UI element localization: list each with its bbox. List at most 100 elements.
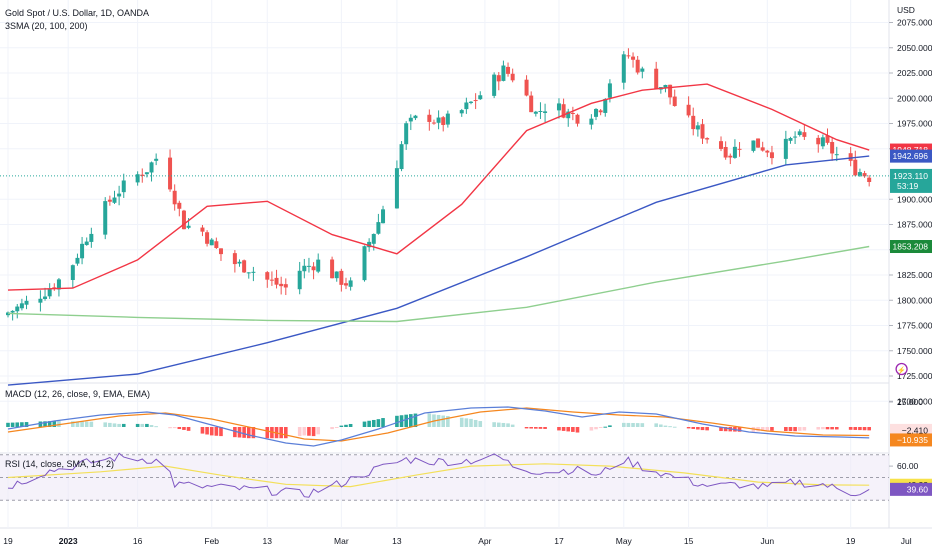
macd-histogram-bar [543, 427, 547, 429]
time-tick-label: 17 [554, 536, 564, 546]
candle-body [607, 83, 612, 98]
macd-histogram-bar [108, 422, 112, 427]
macd-histogram-bar [663, 425, 668, 427]
candle-body [103, 201, 108, 235]
macd-histogram-bar [469, 418, 473, 427]
candle-body [89, 233, 94, 242]
macd-histogram-badge: −2.410 [902, 425, 929, 435]
candle-body [112, 197, 117, 203]
candle-body [705, 138, 710, 140]
candle-body [723, 146, 728, 158]
sma-line-3 [7, 245, 870, 323]
macd-histogram-bar [561, 427, 566, 431]
candle-body [533, 111, 538, 114]
candle-body [38, 298, 43, 303]
candle-body [575, 114, 580, 124]
macd-histogram-bar [6, 422, 10, 427]
candle-body [246, 272, 251, 274]
macd-histogram-bar [168, 427, 172, 429]
price-tick-label: 1750.000 [897, 346, 932, 356]
macd-histogram-bar [140, 423, 145, 427]
macd-histogram-bar [251, 427, 256, 439]
candle-body [283, 284, 288, 288]
time-tick-label: 13 [392, 536, 402, 546]
candle-body [635, 59, 640, 73]
candle-body [339, 270, 344, 285]
candle-body [857, 172, 862, 176]
candle-body [311, 266, 316, 271]
macd-histogram-bar [38, 421, 43, 427]
candle-body [172, 190, 177, 205]
sma100-badge: 1942.696 [893, 151, 929, 161]
macd-histogram-bar [200, 427, 205, 434]
candle-body [297, 270, 302, 290]
macd-histogram-bar [112, 423, 117, 427]
candle-body [496, 75, 501, 82]
candle-body [501, 65, 506, 81]
macd-histogram-bar [362, 421, 367, 427]
candle-body [556, 103, 561, 111]
macd-histogram-bar [765, 427, 770, 431]
rsi-line [7, 452, 870, 498]
macd-histogram-bar [57, 421, 61, 427]
price-tick-label: 1725.000 [897, 371, 932, 381]
macd-histogram-bar [834, 427, 839, 430]
macd-histogram-bar [316, 427, 321, 435]
macd-histogram-bar [219, 427, 223, 437]
macd-histogram-bar [154, 426, 158, 428]
candle-body [566, 111, 571, 119]
macd-histogram-bar [311, 427, 316, 437]
candle-body [543, 111, 548, 113]
macd-histogram-bar [501, 422, 506, 427]
macd-histogram-bar [848, 427, 853, 430]
candle-body [251, 271, 256, 273]
candle-body [242, 260, 247, 273]
macd-histogram-bar [473, 419, 478, 427]
macd-signal-line [7, 407, 870, 442]
candle-body [802, 132, 807, 137]
candle-body [816, 137, 821, 145]
price-tick-label: 2050.000 [897, 43, 932, 53]
candle-body [214, 241, 219, 248]
candle-body [538, 110, 543, 112]
candle-body [117, 193, 122, 197]
candle-body [695, 125, 700, 130]
macd-histogram-bar [640, 423, 645, 427]
macd-histogram-bar [186, 427, 191, 431]
macd-legend: MACD (12, 26, close, 9, EMA, EMA) [5, 389, 151, 399]
candle-body [769, 152, 774, 159]
macd-histogram-bar [177, 427, 182, 430]
candle-body [820, 137, 825, 147]
macd-histogram-bar [830, 427, 834, 430]
candles-group [6, 48, 872, 321]
candle-body [737, 148, 742, 150]
currency-label: USD [897, 5, 915, 15]
macd-histogram-bar [784, 427, 788, 432]
macd-histogram-bar [867, 427, 871, 431]
macd-histogram-bar [700, 427, 705, 431]
macd-histogram-bar [719, 427, 723, 432]
macd-histogram-bar [43, 421, 47, 427]
macd-histogram-bar [121, 423, 126, 427]
macd-histogram-bar [631, 423, 635, 427]
macd-histogram-bar [821, 427, 825, 430]
price-tick-label: 2075.000 [897, 18, 932, 28]
candle-body [371, 233, 376, 244]
candle-body [181, 210, 186, 230]
candle-body [848, 153, 853, 161]
candle-body [121, 180, 126, 193]
candle-body [478, 95, 483, 100]
macd-histogram-bar [566, 427, 571, 432]
macd-histogram-bar [506, 423, 510, 427]
macd-histogram-bar [246, 427, 251, 439]
macd-histogram-bar [307, 427, 311, 436]
candle-body [431, 122, 436, 124]
rsi-value-badge-bg [890, 482, 932, 496]
macd-histogram-bar [10, 422, 15, 427]
candle-body [56, 279, 61, 290]
candle-body [589, 118, 594, 125]
sma100-badge-bg [890, 149, 932, 163]
price-tick-label: 1875.000 [897, 220, 932, 230]
candle-body [19, 303, 24, 309]
